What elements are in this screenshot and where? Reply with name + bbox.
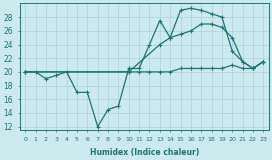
X-axis label: Humidex (Indice chaleur): Humidex (Indice chaleur) bbox=[90, 148, 199, 156]
